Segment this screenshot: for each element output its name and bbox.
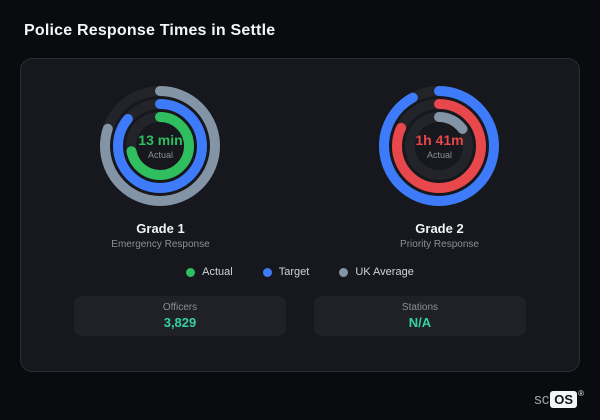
brand-box: OS: [550, 391, 578, 408]
stat-stations-value: N/A: [408, 315, 432, 330]
stat-stations-label: Stations: [401, 302, 439, 313]
gauge-title-grade-1: Grade 1: [136, 221, 185, 236]
legend-dot-actual: [186, 267, 196, 277]
legend-label-uk-average: UK Average: [355, 266, 414, 278]
registered-mark: ®: [578, 389, 584, 398]
legend-label-target: Target: [278, 266, 310, 278]
page-title: Police Response Times in Settle: [24, 22, 276, 39]
gauge-subtitle-grade-1: Emergency Response: [111, 239, 210, 250]
gauge-grade-1: 13 min Actual Grade 1 Emergency Response: [32, 81, 289, 250]
stats-row: Officers 3,829 Stations N/A: [21, 296, 579, 336]
legend-dot-uk-average: [339, 267, 349, 277]
stat-officers-label: Officers: [162, 302, 198, 313]
gauge-title-grade-2: Grade 2: [415, 221, 464, 236]
legend: Actual Target UK Average: [21, 266, 579, 278]
gauge-center-grade-1: 13 min Actual: [134, 132, 186, 160]
gauge-sublabel-grade-1: Actual: [147, 150, 173, 160]
brand-prefix: sc: [534, 391, 550, 408]
legend-item-actual: Actual: [186, 266, 233, 278]
gauge-value-grade-2: 1h 41m: [415, 132, 464, 148]
stat-stations: Stations N/A: [314, 296, 526, 336]
stat-officers-value: 3,829: [163, 315, 197, 330]
gauge-subtitle-grade-2: Priority Response: [400, 239, 479, 250]
gauge-rings-grade-1: 13 min Actual: [95, 81, 225, 211]
gauge-svg-grade-2: [379, 86, 500, 206]
gauge-value-grade-1: 13 min: [138, 132, 183, 148]
gauge-center-grade-2: 1h 41m Actual: [413, 132, 465, 160]
response-times-card: 13 min Actual Grade 1 Emergency Response: [20, 58, 580, 372]
gauge-rings-grade-2: 1h 41m Actual: [374, 81, 504, 211]
legend-item-target: Target: [262, 266, 310, 278]
gauge-grade-2: 1h 41m Actual Grade 2 Priority Response: [311, 81, 568, 250]
gauges-row: 13 min Actual Grade 1 Emergency Response: [21, 81, 579, 250]
scos-logo: sc OS ®: [534, 389, 584, 408]
legend-dot-target: [262, 267, 272, 277]
gauge-svg-grade-1: [100, 86, 221, 206]
legend-item-uk-average: UK Average: [339, 266, 414, 278]
legend-label-actual: Actual: [202, 266, 233, 278]
stat-officers: Officers 3,829: [74, 296, 286, 336]
gauge-sublabel-grade-2: Actual: [426, 150, 452, 160]
